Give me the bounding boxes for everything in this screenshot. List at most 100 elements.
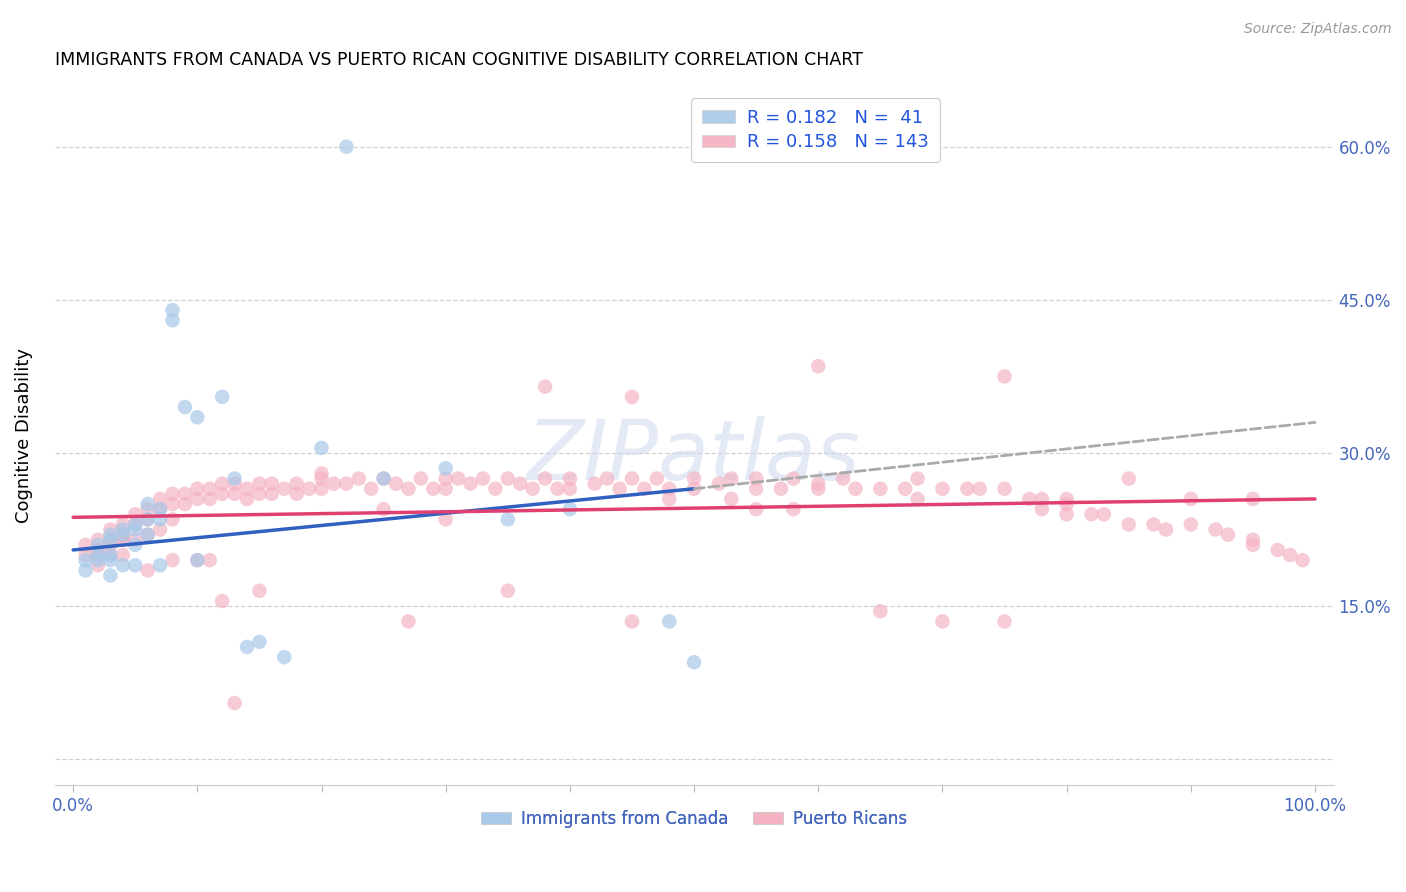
Point bbox=[323, 476, 346, 491]
Point bbox=[75, 563, 97, 577]
Point bbox=[1180, 517, 1202, 532]
Point bbox=[136, 527, 159, 541]
Point bbox=[124, 558, 146, 573]
Point bbox=[249, 487, 271, 501]
Point bbox=[1056, 508, 1078, 522]
Point bbox=[931, 482, 953, 496]
Point bbox=[782, 502, 804, 516]
Point bbox=[745, 482, 768, 496]
Point bbox=[993, 482, 1015, 496]
Point bbox=[534, 471, 557, 485]
Point bbox=[769, 482, 792, 496]
Point bbox=[1018, 491, 1040, 506]
Point bbox=[236, 640, 259, 654]
Point bbox=[422, 482, 444, 496]
Point bbox=[260, 476, 283, 491]
Point bbox=[211, 594, 233, 608]
Point bbox=[87, 548, 110, 562]
Point bbox=[174, 400, 197, 414]
Point bbox=[162, 512, 184, 526]
Point bbox=[87, 553, 110, 567]
Point bbox=[1118, 517, 1140, 532]
Point bbox=[335, 476, 357, 491]
Point bbox=[186, 553, 208, 567]
Point bbox=[111, 523, 134, 537]
Point bbox=[782, 471, 804, 485]
Point bbox=[335, 140, 357, 154]
Point bbox=[409, 471, 432, 485]
Point bbox=[111, 558, 134, 573]
Point bbox=[658, 491, 681, 506]
Point bbox=[224, 696, 246, 710]
Point bbox=[162, 553, 184, 567]
Point bbox=[236, 491, 259, 506]
Point bbox=[211, 487, 233, 501]
Point bbox=[236, 482, 259, 496]
Point bbox=[111, 527, 134, 541]
Point bbox=[360, 482, 382, 496]
Point bbox=[558, 502, 581, 516]
Point bbox=[311, 467, 333, 481]
Point bbox=[124, 508, 146, 522]
Point bbox=[683, 655, 706, 669]
Point bbox=[149, 502, 172, 516]
Point bbox=[907, 471, 929, 485]
Point bbox=[1216, 527, 1239, 541]
Point bbox=[1241, 491, 1264, 506]
Point bbox=[186, 491, 208, 506]
Point bbox=[162, 313, 184, 327]
Point bbox=[620, 615, 643, 629]
Point bbox=[1031, 491, 1053, 506]
Point bbox=[956, 482, 979, 496]
Point bbox=[373, 471, 395, 485]
Point bbox=[75, 548, 97, 562]
Point bbox=[1180, 491, 1202, 506]
Point bbox=[100, 533, 122, 547]
Point bbox=[434, 512, 457, 526]
Point bbox=[807, 476, 830, 491]
Point bbox=[1205, 523, 1227, 537]
Point bbox=[1154, 523, 1177, 537]
Point bbox=[484, 482, 506, 496]
Point bbox=[198, 491, 221, 506]
Point bbox=[509, 476, 531, 491]
Point bbox=[87, 533, 110, 547]
Point bbox=[198, 482, 221, 496]
Point bbox=[136, 497, 159, 511]
Point bbox=[1241, 533, 1264, 547]
Point bbox=[75, 538, 97, 552]
Point bbox=[993, 369, 1015, 384]
Legend: Immigrants from Canada, Puerto Ricans: Immigrants from Canada, Puerto Ricans bbox=[472, 801, 915, 836]
Point bbox=[1118, 471, 1140, 485]
Point bbox=[285, 487, 308, 501]
Text: Source: ZipAtlas.com: Source: ZipAtlas.com bbox=[1244, 22, 1392, 37]
Point bbox=[460, 476, 482, 491]
Point bbox=[558, 471, 581, 485]
Point bbox=[496, 583, 519, 598]
Point bbox=[434, 461, 457, 475]
Point bbox=[1031, 502, 1053, 516]
Point bbox=[745, 471, 768, 485]
Point bbox=[100, 527, 122, 541]
Text: IMMIGRANTS FROM CANADA VS PUERTO RICAN COGNITIVE DISABILITY CORRELATION CHART: IMMIGRANTS FROM CANADA VS PUERTO RICAN C… bbox=[55, 51, 862, 69]
Point bbox=[398, 482, 420, 496]
Point bbox=[311, 471, 333, 485]
Text: ZIPatlas: ZIPatlas bbox=[527, 416, 860, 497]
Point bbox=[596, 471, 619, 485]
Point bbox=[174, 487, 197, 501]
Point bbox=[162, 303, 184, 318]
Point bbox=[100, 523, 122, 537]
Point bbox=[149, 491, 172, 506]
Point bbox=[434, 482, 457, 496]
Point bbox=[149, 502, 172, 516]
Point bbox=[273, 650, 295, 665]
Point bbox=[720, 471, 742, 485]
Point bbox=[111, 533, 134, 547]
Point bbox=[273, 482, 295, 496]
Point bbox=[558, 482, 581, 496]
Point bbox=[620, 390, 643, 404]
Point bbox=[1241, 538, 1264, 552]
Point bbox=[174, 497, 197, 511]
Point bbox=[162, 497, 184, 511]
Point bbox=[100, 538, 122, 552]
